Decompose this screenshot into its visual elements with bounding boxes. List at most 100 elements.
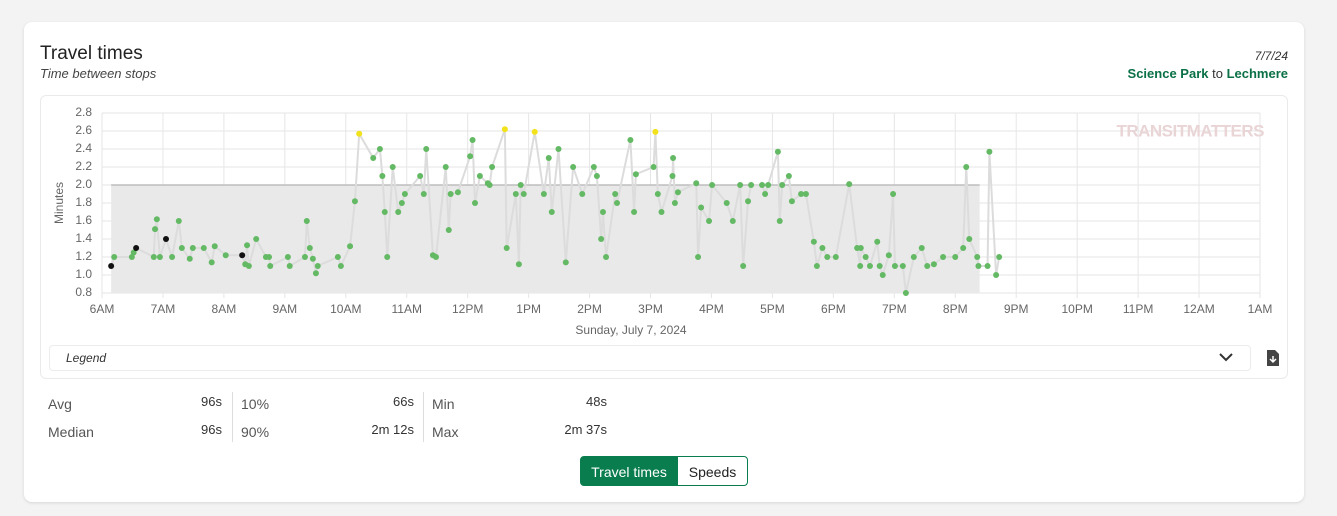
toggle-button[interactable]: Travel times xyxy=(580,456,678,486)
x-tick-label: 12PM xyxy=(452,302,483,316)
data-point xyxy=(337,263,344,269)
y-axis-label: Minutes xyxy=(52,182,66,224)
data-point xyxy=(614,200,621,206)
y-tick-label: 2.0 xyxy=(75,177,92,191)
data-point xyxy=(810,238,817,245)
data-point xyxy=(774,148,781,155)
data-point xyxy=(862,254,869,260)
data-point xyxy=(706,218,713,224)
data-point xyxy=(918,245,925,251)
data-point xyxy=(952,254,959,260)
route: Science Park to Lechmere xyxy=(1128,66,1288,81)
data-point xyxy=(239,252,246,259)
data-point xyxy=(627,137,634,143)
data-point xyxy=(169,254,176,260)
data-point xyxy=(631,209,638,215)
data-point xyxy=(759,182,766,188)
data-point xyxy=(111,254,118,260)
data-point xyxy=(178,245,185,251)
data-point xyxy=(963,164,970,170)
data-point xyxy=(765,182,772,188)
data-point xyxy=(802,191,809,197)
data-point xyxy=(562,259,569,266)
data-point xyxy=(891,263,898,269)
data-point xyxy=(857,263,864,269)
data-point xyxy=(846,181,853,188)
data-point xyxy=(370,155,377,161)
toggle-button[interactable]: Speeds xyxy=(677,456,748,486)
data-point xyxy=(984,263,991,269)
stat-label: Min xyxy=(432,396,455,412)
data-point xyxy=(303,218,310,224)
data-point xyxy=(503,245,510,251)
data-point xyxy=(162,236,169,242)
x-tick-label: 8AM xyxy=(212,302,237,316)
data-point xyxy=(729,218,736,224)
x-tick-label: 7PM xyxy=(882,302,907,316)
data-point xyxy=(245,263,252,269)
data-point xyxy=(993,272,1000,278)
data-point xyxy=(698,204,705,211)
data-point xyxy=(520,191,527,197)
data-point xyxy=(579,191,586,197)
y-tick-label: 0.8 xyxy=(75,285,92,299)
data-point xyxy=(960,245,967,251)
data-point xyxy=(423,146,430,152)
y-tick-label: 2.8 xyxy=(75,105,92,119)
stat-label: Avg xyxy=(48,396,72,412)
data-point xyxy=(876,263,883,269)
data-point xyxy=(695,254,702,260)
data-point xyxy=(133,245,140,251)
x-tick-label: 11PM xyxy=(1123,302,1153,316)
data-point xyxy=(471,200,478,206)
x-tick-label: 9PM xyxy=(1004,302,1029,316)
chart: 0.8 1.0 1.2 1.4 1.6 1.8 2.0 2.2 2.4 2.6 2.8 6AM 7AM 8… xyxy=(52,105,1272,337)
data-point xyxy=(593,173,600,179)
data-point xyxy=(442,164,449,170)
x-axis-label: Sunday, July 7, 2024 xyxy=(575,323,687,337)
data-point xyxy=(128,254,135,260)
data-point xyxy=(379,173,386,179)
download-icon[interactable] xyxy=(1266,349,1280,367)
data-point xyxy=(200,245,207,251)
watermark: TRANSITMATTERS xyxy=(1116,121,1264,140)
data-point xyxy=(306,245,313,251)
legend-bar[interactable]: Legend xyxy=(49,345,1251,371)
data-point xyxy=(776,218,783,224)
x-tick-label: 10PM xyxy=(1061,302,1092,316)
data-point xyxy=(590,164,597,170)
data-point xyxy=(347,243,354,250)
data-point xyxy=(885,252,892,259)
data-point xyxy=(267,263,274,269)
data-point xyxy=(652,128,659,135)
data-point xyxy=(545,155,552,161)
data-point xyxy=(417,173,424,179)
data-point xyxy=(389,164,396,170)
data-point xyxy=(940,254,947,260)
data-point xyxy=(866,263,873,269)
data-point xyxy=(910,254,917,260)
y-tick-label: 2.6 xyxy=(75,123,92,137)
data-point xyxy=(211,243,218,250)
data-point xyxy=(555,146,562,152)
data-point xyxy=(671,200,678,206)
subtitle: Time between stops xyxy=(40,66,157,81)
data-point xyxy=(598,236,605,242)
data-point xyxy=(253,236,260,242)
data-point xyxy=(445,227,452,233)
data-point xyxy=(447,191,454,197)
data-point xyxy=(748,182,755,188)
data-point xyxy=(469,137,476,143)
data-point xyxy=(890,191,897,197)
data-point xyxy=(152,226,159,233)
y-tick-label: 2.2 xyxy=(75,159,92,173)
chart-frame xyxy=(40,95,1288,379)
data-point xyxy=(570,164,577,170)
data-point xyxy=(674,189,681,196)
stat-value: 96s xyxy=(201,422,222,437)
x-tick-label: 9AM xyxy=(272,302,297,316)
legend-label: Legend xyxy=(66,351,107,365)
data-point xyxy=(189,245,196,251)
x-tick-label: 2PM xyxy=(577,302,602,316)
